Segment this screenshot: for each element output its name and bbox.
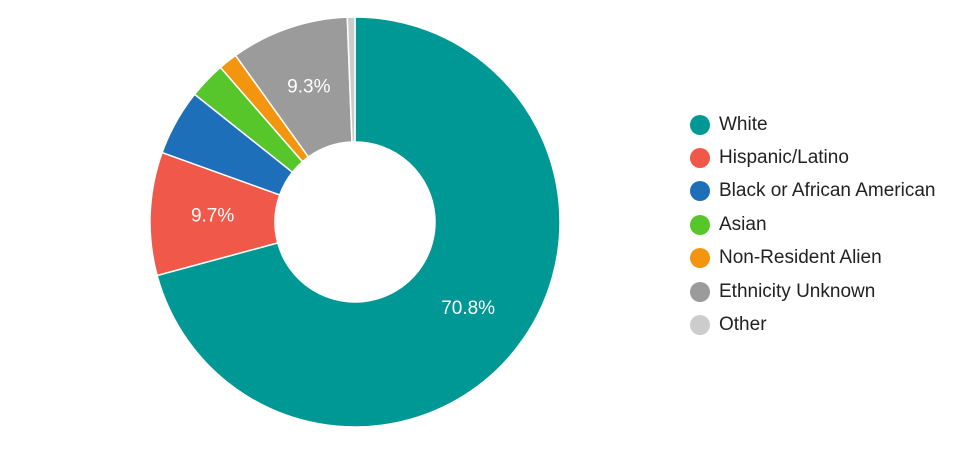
legend-item-ethnicity-unknown[interactable]: Ethnicity Unknown bbox=[690, 275, 935, 308]
legend-label: Ethnicity Unknown bbox=[719, 280, 876, 302]
legend-item-hispanic-latino[interactable]: Hispanic/Latino bbox=[690, 141, 935, 174]
slice-label-white: 70.8% bbox=[441, 298, 495, 319]
legend-item-black-or-african-american[interactable]: Black or African American bbox=[690, 175, 935, 208]
donut-slices bbox=[149, 16, 561, 428]
legend-item-other[interactable]: Other bbox=[690, 308, 935, 341]
legend-swatch bbox=[690, 315, 710, 336]
legend-swatch bbox=[690, 114, 710, 135]
slice-labels: 70.8% 9.7% 9.3% bbox=[191, 77, 495, 319]
legend-swatch bbox=[690, 181, 710, 202]
slice-label-hispanic-latino: 9.7% bbox=[191, 206, 234, 227]
legend-swatch bbox=[690, 281, 710, 302]
legend-label: Non-Resident Alien bbox=[719, 247, 882, 269]
slice-white[interactable] bbox=[156, 16, 561, 428]
legend-swatch bbox=[690, 214, 710, 235]
legend-item-non-resident-alien[interactable]: Non-Resident Alien bbox=[690, 242, 935, 275]
legend-item-white[interactable]: White bbox=[690, 108, 935, 141]
legend: White Hispanic/Latino Black or African Ame… bbox=[690, 108, 935, 342]
legend-item-asian[interactable]: Asian bbox=[690, 208, 935, 241]
legend-swatch bbox=[690, 248, 710, 269]
legend-label: Hispanic/Latino bbox=[719, 147, 849, 169]
slice-other[interactable] bbox=[346, 16, 356, 143]
legend-label: Black or African American bbox=[719, 180, 936, 202]
legend-swatch bbox=[690, 148, 710, 169]
legend-label: White bbox=[719, 113, 768, 135]
legend-label: Other bbox=[719, 314, 767, 336]
slice-label-ethnicity-unknown: 9.3% bbox=[287, 77, 330, 98]
legend-label: Asian bbox=[719, 213, 767, 235]
